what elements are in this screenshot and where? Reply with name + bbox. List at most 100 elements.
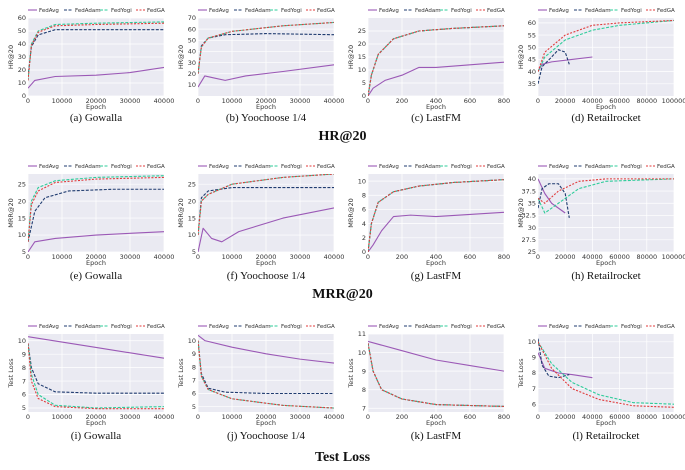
legend-label-FedGA: FedGA <box>147 164 165 170</box>
x-tick-label: 0 <box>196 97 200 105</box>
y-tick-label: 5 <box>22 404 26 412</box>
y-tick-label: 7 <box>362 404 366 412</box>
legend-label-FedAdam: FedAdam <box>415 164 441 170</box>
y-tick-label: 8 <box>22 364 26 372</box>
y-tick-label: 10 <box>528 338 536 346</box>
row-title-hr20: HR@20 <box>318 129 367 144</box>
legend-label-FedAvg: FedAvg <box>209 8 229 14</box>
legend-label-FedAvg: FedAvg <box>549 164 569 170</box>
x-tick-label: 0 <box>26 97 30 105</box>
x-tick-label: 30000 <box>120 97 141 105</box>
series-line-FedAvg <box>198 334 334 364</box>
x-tick-label: 0 <box>536 97 540 105</box>
y-tick-label: 50 <box>188 36 196 44</box>
series-line-FedGA <box>28 343 164 410</box>
legend-label-FedAdam: FedAdam <box>75 324 101 330</box>
x-tick-label: 30000 <box>120 413 141 421</box>
legend-g: FedAvg FedAdam FedYogi FedGA <box>368 164 505 170</box>
legend-label-FedYogi: FedYogi <box>451 324 472 330</box>
x-tick-label: 800 <box>498 97 510 105</box>
x-tick-label: 400 <box>430 413 442 421</box>
y-tick-label: 10 <box>188 231 196 239</box>
legend-f: FedAvg FedAdam FedYogi FedGA <box>198 164 335 170</box>
series-line-FedAvg <box>28 336 164 359</box>
x-tick-label: 60000 <box>609 97 630 105</box>
y-tick-label: 7 <box>22 377 26 385</box>
legend-label-FedGA: FedGA <box>317 324 335 330</box>
y-tick-label: 45 <box>528 56 536 64</box>
y-tick-label: 5 <box>362 79 366 87</box>
legend-label-FedGA: FedGA <box>487 324 505 330</box>
x-axis-label-e: Epoch <box>86 259 106 267</box>
x-tick-label: 10000 <box>52 413 73 421</box>
legend-e: FedAvg FedAdam FedYogi FedGA <box>28 164 165 170</box>
series-line-FedAvg <box>198 207 334 252</box>
x-tick-label: 600 <box>464 253 476 261</box>
legend-label-FedAdam: FedAdam <box>75 8 101 14</box>
x-tick-label: 40000 <box>154 253 175 261</box>
y-tick-label: 10 <box>18 231 26 239</box>
caption-f: (f) Yoochoose 1/4 <box>226 270 306 282</box>
y-tick-label: 40 <box>528 68 536 76</box>
y-tick-label: 8 <box>362 191 366 199</box>
series-line-FedAdam <box>28 188 164 242</box>
y-tick-label: 5 <box>192 403 196 411</box>
legend-label-FedAdam: FedAdam <box>585 164 611 170</box>
y-tick-label: 10 <box>358 66 366 74</box>
y-tick-label: 50 <box>528 43 536 51</box>
y-tick-label: 25 <box>18 180 26 188</box>
legend-label-FedGA: FedGA <box>657 164 675 170</box>
x-tick-label: 0 <box>196 413 200 421</box>
legend-label-FedYogi: FedYogi <box>281 8 302 14</box>
chart-k: FedAvg FedAdam FedYogi FedGA 0 200 400 600 800 7 8… <box>347 324 510 427</box>
caption-k: (k) LastFM <box>410 430 462 442</box>
series-line-FedAvg <box>28 231 164 252</box>
chart-i: FedAvg FedAdam FedYogi FedGA 0 10000 20000 3000… <box>7 324 174 427</box>
chart-e: FedAvg FedAdam FedYogi FedGA 0 10000 20000 3000… <box>7 164 174 267</box>
legend-label-FedYogi: FedYogi <box>621 164 642 170</box>
plot-area-d <box>538 18 674 96</box>
series-line-FedGA <box>538 341 674 408</box>
y-tick-label: 6 <box>532 400 536 408</box>
y-tick-label: 15 <box>18 214 26 222</box>
series-line-FedAvg <box>368 211 504 252</box>
x-tick-label: 100000 <box>662 253 685 261</box>
legend-label-FedAvg: FedAvg <box>379 324 399 330</box>
x-tick-label: 100000 <box>662 97 685 105</box>
legend-label-FedYogi: FedYogi <box>111 324 132 330</box>
x-tick-label: 100000 <box>662 413 685 421</box>
series-line-FedGA <box>198 174 334 236</box>
x-axis-label-f: Epoch <box>256 259 276 267</box>
x-axis-label-i: Epoch <box>86 419 106 427</box>
x-tick-label: 0 <box>196 253 200 261</box>
x-tick-label: 60000 <box>609 413 630 421</box>
legend-label-FedAvg: FedAvg <box>209 164 229 170</box>
x-tick-label: 20000 <box>256 413 277 421</box>
x-tick-label: 30000 <box>290 413 311 421</box>
series-line-FedGA <box>28 176 164 242</box>
x-tick-label: 30000 <box>290 253 311 261</box>
y-tick-label: 40 <box>18 40 26 48</box>
x-tick-label: 10000 <box>52 253 73 261</box>
caption-i: (i) Gowalla <box>70 430 122 442</box>
x-tick-label: 200 <box>396 413 408 421</box>
x-tick-label: 40000 <box>582 97 603 105</box>
legend-label-FedYogi: FedYogi <box>451 164 472 170</box>
x-axis-label-g: Epoch <box>426 259 446 267</box>
x-tick-label: 10000 <box>222 97 243 105</box>
y-tick-label: 0 <box>22 92 26 100</box>
legend-label-FedAdam: FedAdam <box>415 324 441 330</box>
series-line-FedAvg <box>368 340 504 372</box>
series-line-FedGA <box>538 178 674 204</box>
y-tick-label: 40 <box>528 175 536 183</box>
x-axis-label-a: Epoch <box>86 103 106 111</box>
row-title-test-loss: Test Loss <box>314 450 371 465</box>
legend-label-FedGA: FedGA <box>317 164 335 170</box>
y-tick-label: 20 <box>18 66 26 74</box>
y-tick-label: 30 <box>188 59 196 67</box>
row-title-mrr20: MRR@20 <box>312 287 373 302</box>
x-tick-label: 40000 <box>324 97 345 105</box>
y-tick-label: 20 <box>358 40 366 48</box>
series-line-FedAvg <box>198 64 334 88</box>
x-tick-label: 0 <box>536 413 540 421</box>
